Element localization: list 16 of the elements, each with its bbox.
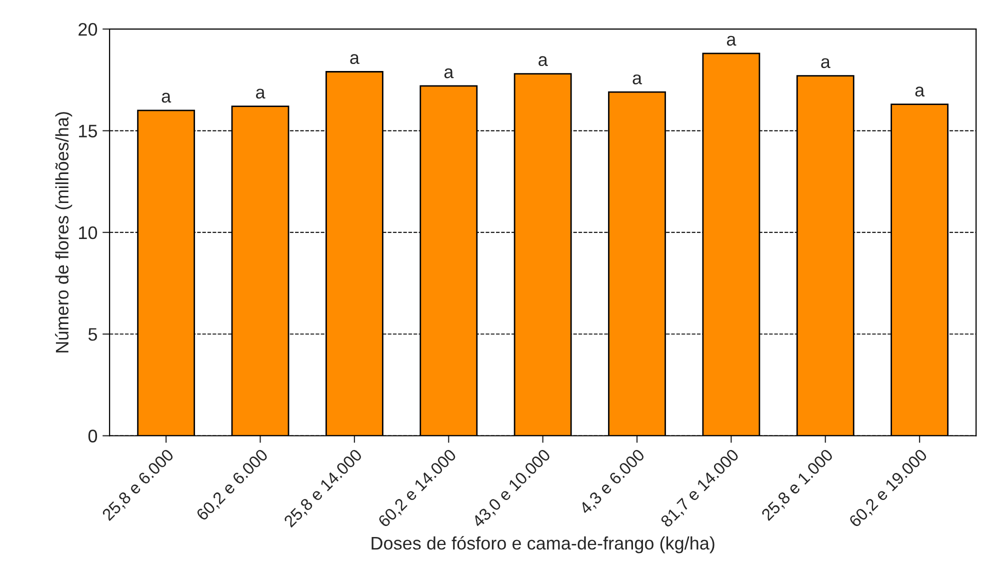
y-tick-label: 5: [88, 328, 97, 341]
data-label: a: [256, 88, 266, 99]
x-axis-title: Doses de fósforo e cama-de-frango (kg/ha): [372, 536, 714, 554]
data-label: a: [632, 74, 642, 84]
data-label: a: [915, 86, 925, 97]
data-label: a: [350, 54, 360, 64]
data-label: a: [538, 56, 548, 66]
data-label: a: [821, 58, 830, 68]
data-label: a: [444, 68, 454, 78]
y-tick-label: 10: [79, 226, 98, 240]
data-label: a: [162, 92, 172, 103]
y-tick-label: 20: [78, 22, 98, 36]
y-tick-label: 0: [88, 430, 98, 442]
y-tick-label: 15: [79, 124, 97, 138]
y-axis-title: Número de flores (milhões/ha): [55, 112, 72, 352]
data-label: a: [726, 36, 736, 46]
